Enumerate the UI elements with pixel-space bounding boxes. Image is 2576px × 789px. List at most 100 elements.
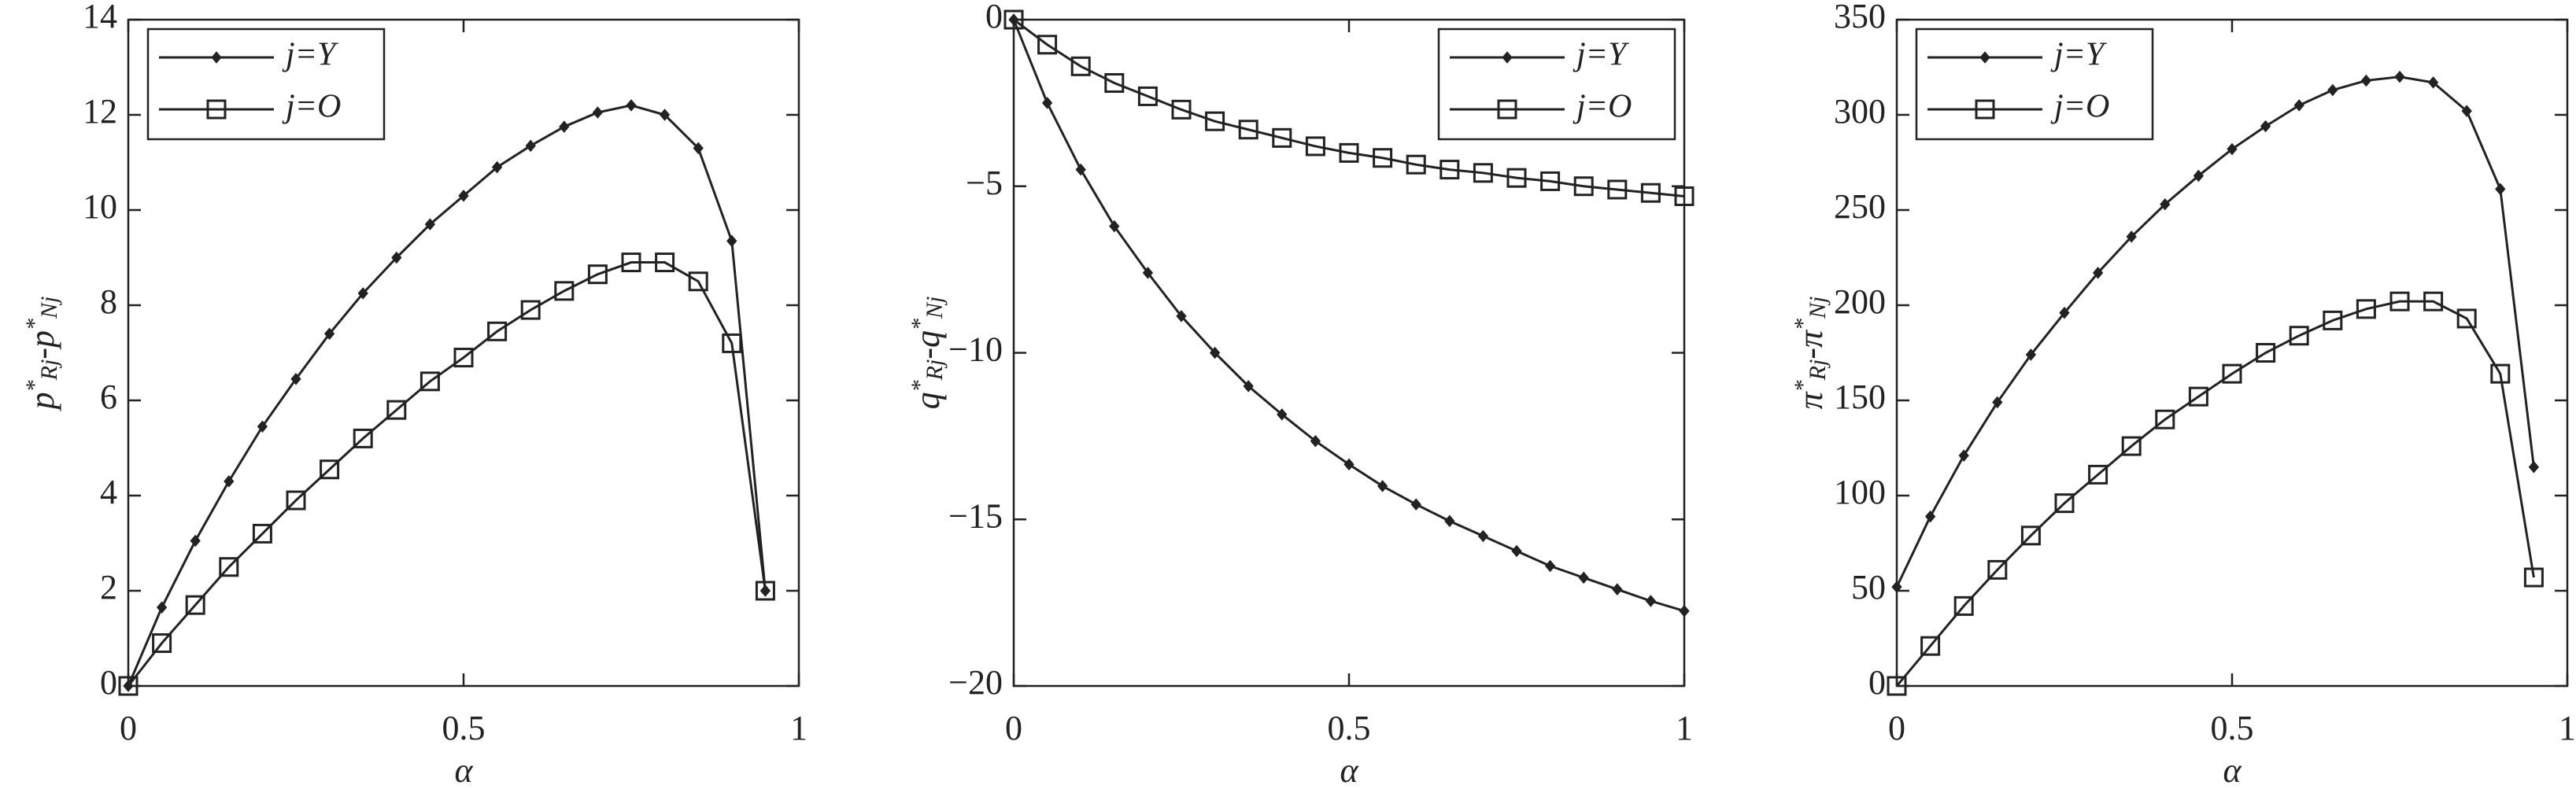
marker (2293, 99, 2304, 112)
marker (2222, 363, 2242, 384)
y-axis-label-part: π (1791, 390, 1830, 409)
marker (2059, 306, 2070, 319)
marker (1075, 163, 1086, 176)
marker (1506, 168, 1527, 188)
marker (286, 490, 306, 511)
x-tick-label: 0 (120, 709, 137, 747)
marker (424, 218, 436, 230)
marker (587, 264, 608, 285)
legend-marker (206, 99, 227, 120)
marker (2260, 120, 2271, 133)
x-tick-label: 0.5 (1328, 709, 1371, 747)
marker (655, 253, 675, 273)
marker (1272, 127, 1292, 148)
marker (626, 99, 637, 112)
marker (2289, 326, 2309, 346)
marker (525, 139, 536, 153)
marker (2054, 493, 2075, 514)
marker (453, 348, 474, 368)
y-tick-label: 10 (83, 187, 117, 226)
marker (2427, 76, 2439, 89)
x-tick-label: 1 (2559, 709, 2576, 747)
y-tick-label: 4 (100, 473, 117, 511)
marker (219, 557, 239, 577)
marker (1607, 179, 1628, 200)
legend-label: j=O (282, 89, 341, 125)
marker (1003, 9, 1024, 30)
marker (1920, 636, 1941, 656)
marker (1310, 434, 1321, 448)
marker (621, 253, 641, 273)
marker (1176, 310, 1187, 323)
y-axis-label-part: -π (1791, 329, 1830, 359)
marker (1137, 86, 1158, 106)
y-tick-label: 100 (1834, 473, 1886, 511)
y-tick-label: 200 (1834, 282, 1886, 321)
series-line (127, 104, 767, 687)
marker (257, 420, 268, 433)
marker (2356, 299, 2376, 319)
marker (1406, 154, 1426, 175)
marker (1473, 163, 1493, 183)
marker (1037, 35, 1058, 55)
marker (2020, 525, 2041, 546)
marker (1277, 408, 1288, 421)
marker (1171, 99, 1192, 120)
marker (185, 595, 205, 615)
marker (1377, 480, 1388, 492)
y-tick-label: 2 (100, 568, 117, 606)
y-axis-label-part: q (908, 392, 947, 409)
marker (1640, 183, 1661, 203)
y-tick-label: −15 (948, 496, 1003, 535)
marker (1987, 559, 2008, 580)
marker (1544, 559, 1556, 573)
y-axis-label-part: Nj (922, 297, 948, 319)
marker (1243, 380, 1254, 393)
legend-label: j=Y (2050, 37, 2108, 73)
marker (1924, 510, 1936, 523)
marker (1891, 581, 1902, 593)
marker (1209, 346, 1221, 359)
legend-box (146, 28, 386, 141)
marker (1612, 583, 1623, 595)
series-line (127, 261, 767, 687)
y-axis-label-part: Nj (36, 297, 62, 319)
y-tick-label: −20 (948, 663, 1003, 702)
marker (2360, 74, 2372, 87)
y-tick-label: 50 (1851, 568, 1886, 606)
marker (1373, 148, 1393, 168)
marker (1958, 449, 1969, 462)
legend-marker (211, 51, 222, 64)
marker (290, 373, 301, 385)
legend-label: j=Y (1573, 37, 1630, 73)
marker (2188, 386, 2208, 407)
marker (2126, 230, 2137, 243)
y-axis-label-part: -q (908, 330, 947, 359)
y-tick-label: 0 (1868, 663, 1886, 702)
marker (1511, 544, 1522, 558)
y-tick-label: 350 (1834, 0, 1886, 35)
y-axis-label-part: Rj (36, 359, 62, 382)
y-axis-label-part: * (907, 319, 933, 330)
marker (2456, 308, 2477, 329)
legend-marker (1979, 51, 1990, 64)
y-axis-label-part: * (21, 319, 47, 330)
marker (2193, 169, 2205, 183)
y-tick-label: 14 (83, 0, 117, 35)
y-axis-label: p*Rj-p*Nj (21, 297, 63, 412)
marker (2323, 310, 2343, 330)
marker (2523, 567, 2544, 588)
marker (2088, 464, 2108, 485)
x-tick-label: 0 (1888, 709, 1905, 747)
y-tick-label: 300 (1834, 92, 1886, 131)
marker (1887, 676, 1907, 696)
marker (1674, 186, 1695, 206)
marker (2121, 436, 2142, 456)
y-axis-label-part: * (1790, 319, 1816, 330)
legend-marker (1497, 99, 1517, 120)
marker (559, 120, 570, 133)
marker (1142, 267, 1154, 279)
legend-label: j=O (1573, 89, 1632, 125)
